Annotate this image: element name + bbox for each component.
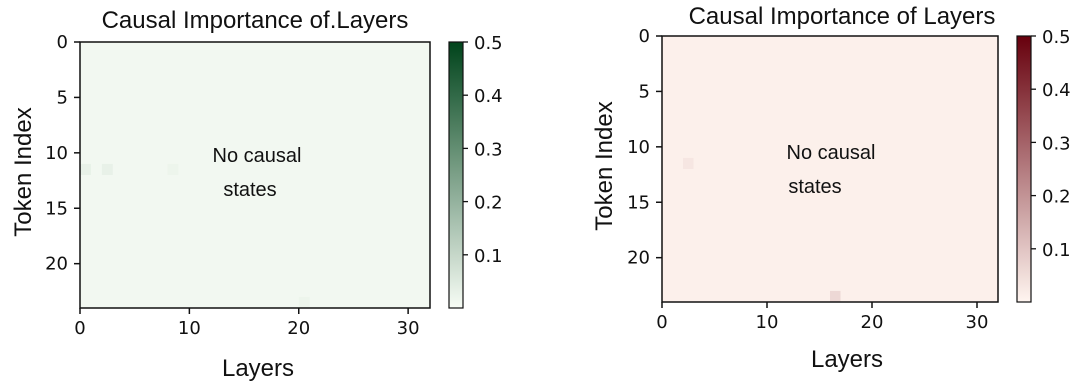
heatmap-cell (101, 163, 113, 175)
y-tick-label: 5 (57, 87, 68, 108)
annotation-line-2: states (788, 176, 841, 198)
heatmap-cell (830, 290, 841, 302)
heatmap-panel-red: Causal Importance of Layers No causal st… (591, 3, 1071, 373)
colorbar-tick-label: 0.2 (474, 193, 503, 214)
annotation-line-1: No causal (787, 142, 876, 164)
colorbar-tick-label: 0.3 (474, 139, 503, 160)
y-tick-label: 10 (627, 137, 650, 158)
x-tick-label: 0 (74, 318, 85, 339)
heatmap-panel-green: Causal Importance of.Layers No causal st… (10, 7, 503, 382)
x-axis-label: Layers (222, 355, 294, 382)
x-tick-label: 30 (397, 318, 420, 339)
colorbar-tick-label: 0.1 (1042, 240, 1071, 261)
y-tick-label: 10 (45, 143, 68, 164)
colorbar-tick-label: 0.4 (474, 86, 503, 107)
colorbar-gradient (1016, 35, 1032, 303)
annotation: No causal states (213, 145, 302, 201)
x-axis: 0 10 20 30 (656, 302, 988, 333)
y-axis-label: Token Index (10, 107, 37, 236)
heatmap-cell (80, 163, 91, 175)
colorbar: 0.5 0.4 0.3 0.2 0.1 (1016, 27, 1071, 303)
colorbar-tick-label: 0.5 (1042, 27, 1071, 48)
x-tick-label: 20 (287, 318, 310, 339)
y-tick-label: 20 (627, 248, 650, 269)
x-tick-label: 20 (861, 312, 884, 333)
heatmap-cell (683, 157, 694, 169)
y-tick-label: 0 (639, 26, 650, 47)
y-tick-label: 15 (627, 192, 650, 213)
colorbar-tick-label: 0.4 (1042, 80, 1071, 101)
colorbar-tick-label: 0.3 (1042, 133, 1071, 154)
heatmap-background (80, 42, 430, 308)
y-axis-label: Token Index (591, 101, 618, 230)
x-axis: 0 10 20 30 (74, 308, 420, 339)
annotation-line-2: states (223, 179, 276, 201)
plot-frame (79, 41, 431, 309)
chart-title: Causal Importance of.Layers (102, 7, 409, 34)
x-tick-label: 10 (178, 318, 201, 339)
annotation: No causal states (787, 142, 876, 198)
heatmap-cells (662, 36, 998, 302)
annotation-line-1: No causal (213, 145, 302, 167)
colorbar-tick-label: 0.1 (474, 246, 503, 267)
y-tick-label: 0 (57, 32, 68, 53)
heatmap-background (662, 36, 998, 302)
chart-title: Causal Importance of Layers (689, 3, 996, 30)
x-axis-label: Layers (811, 346, 883, 373)
x-tick-label: 0 (656, 312, 667, 333)
x-tick-label: 30 (966, 312, 989, 333)
colorbar-gradient (448, 41, 464, 309)
y-tick-label: 20 (45, 254, 68, 275)
x-tick-label: 10 (756, 312, 779, 333)
plot-frame (661, 35, 999, 303)
colorbar: 0.5 0.4 0.3 0.2 0.1 (448, 33, 503, 309)
colorbar-tick-label: 0.5 (474, 33, 503, 54)
heatmap-cell (298, 296, 310, 308)
y-axis: 0 5 10 15 20 (627, 26, 662, 269)
y-tick-label: 5 (639, 81, 650, 102)
heatmap-cells (80, 42, 430, 308)
colorbar-tick-label: 0.2 (1042, 187, 1071, 208)
y-tick-label: 15 (45, 198, 68, 219)
heatmap-cell (167, 163, 179, 175)
y-axis: 0 5 10 15 20 (45, 32, 80, 275)
